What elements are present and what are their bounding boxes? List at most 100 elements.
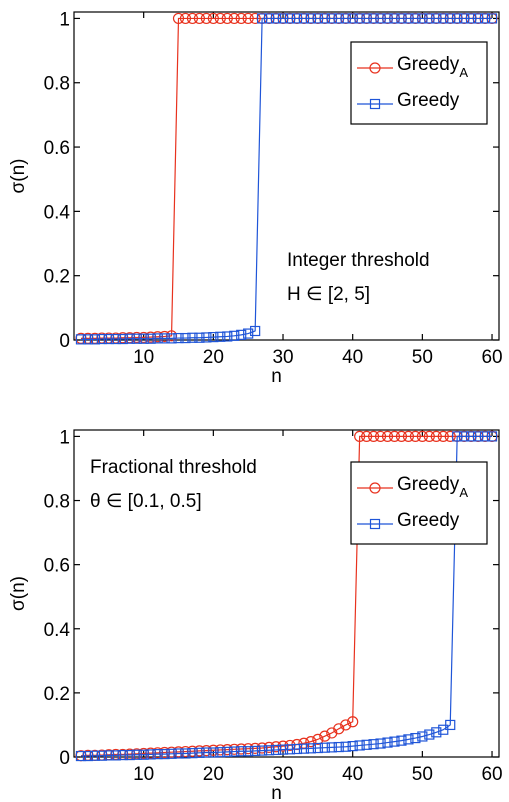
data-point-circle xyxy=(381,430,394,443)
x-tick-label: 20 xyxy=(203,347,224,368)
data-point-square xyxy=(479,13,491,24)
data-point-square xyxy=(229,330,240,341)
data-point-square xyxy=(180,748,191,759)
legend-label-main: Greedy xyxy=(397,474,460,495)
data-point-square xyxy=(389,736,400,747)
data-point-square xyxy=(382,737,393,748)
x-tick-label: 60 xyxy=(481,347,502,368)
data-point-square xyxy=(124,749,135,761)
data-point-circle xyxy=(430,430,442,443)
data-point-square xyxy=(201,332,212,343)
y-tick-label: 0.2 xyxy=(44,267,70,288)
data-point-square xyxy=(326,13,337,24)
data-point-square xyxy=(361,13,372,24)
data-point-square xyxy=(298,743,310,754)
data-point-square xyxy=(159,333,170,344)
data-point-square xyxy=(410,13,421,24)
data-point-square xyxy=(270,13,282,24)
data-point-circle xyxy=(214,12,226,25)
data-point-square xyxy=(110,750,121,761)
legend-label: Greedy xyxy=(397,90,460,111)
legend-label-subscript: A xyxy=(459,485,468,500)
y-tick-label: 1 xyxy=(59,9,70,30)
data-point-square xyxy=(472,431,484,442)
data-point-circle xyxy=(193,12,206,25)
legend-label-main: Greedy xyxy=(397,510,460,531)
data-point-square xyxy=(236,329,247,340)
data-point-circle xyxy=(312,733,324,745)
data-point-square xyxy=(263,13,275,24)
data-point-square xyxy=(103,750,114,761)
data-point-circle xyxy=(402,430,415,443)
annotation-text: Fractional threshold xyxy=(90,457,257,478)
data-point-square xyxy=(403,13,414,24)
data-point-square xyxy=(277,744,289,755)
x-tick-label: 50 xyxy=(412,764,433,785)
y-tick-label: 0 xyxy=(59,748,70,769)
data-point-square xyxy=(194,747,205,758)
plot-frame xyxy=(73,429,500,758)
data-point-square xyxy=(340,741,351,752)
data-point-square xyxy=(396,13,407,24)
data-point-square xyxy=(361,739,372,750)
data-point-circle xyxy=(172,12,185,25)
data-point-square xyxy=(159,749,170,760)
data-point-circle xyxy=(242,12,254,25)
data-point-square xyxy=(145,749,156,760)
data-point-square xyxy=(194,332,205,343)
data-point-square xyxy=(89,334,101,345)
legend-label-main: Greedy xyxy=(397,54,460,75)
data-point-square xyxy=(131,749,142,760)
data-point-square xyxy=(222,331,233,342)
data-point-square xyxy=(82,334,94,345)
data-point-square xyxy=(298,13,310,24)
data-point-square xyxy=(410,732,421,744)
data-point-square xyxy=(417,13,428,24)
data-point-square xyxy=(305,743,316,754)
plot-frame xyxy=(73,11,500,341)
data-point-circle xyxy=(388,430,401,443)
data-point-square xyxy=(333,741,344,753)
data-point-square xyxy=(347,740,358,752)
data-point-square xyxy=(333,13,344,24)
data-point-circle xyxy=(369,482,381,494)
data-point-square xyxy=(312,13,323,24)
data-point-square xyxy=(250,325,261,337)
data-point-circle xyxy=(354,430,366,443)
data-point-square xyxy=(312,742,323,754)
data-point-square xyxy=(445,13,456,24)
data-point-square xyxy=(124,333,135,344)
data-point-square xyxy=(417,731,428,742)
data-point-square xyxy=(424,729,435,740)
data-point-square xyxy=(479,431,491,442)
data-point-square xyxy=(152,749,163,760)
data-point-square xyxy=(250,745,261,757)
data-point-square xyxy=(347,13,358,24)
data-point-square xyxy=(145,333,156,344)
data-point-circle xyxy=(305,736,317,748)
annotation-text: H ∈ [2, 5] xyxy=(287,284,370,305)
data-point-square xyxy=(75,334,87,345)
data-point-circle xyxy=(395,430,408,443)
data-point-square xyxy=(263,745,275,756)
data-point-square xyxy=(326,742,337,753)
x-tick-label: 30 xyxy=(272,347,293,368)
data-point-square xyxy=(340,13,351,24)
data-point-square xyxy=(354,740,365,751)
data-point-square xyxy=(368,13,379,24)
annotation-text: Integer threshold xyxy=(287,250,430,271)
data-point-square xyxy=(152,333,163,344)
data-point-square xyxy=(375,738,386,749)
data-point-square xyxy=(257,13,268,24)
data-point-circle xyxy=(361,430,373,443)
data-point-square xyxy=(291,13,303,24)
legend-label-main: Greedy xyxy=(397,90,460,111)
data-point-square xyxy=(452,431,463,442)
x-tick-label: 10 xyxy=(133,764,154,785)
data-point-square xyxy=(257,745,268,756)
y-tick-label: 0.6 xyxy=(44,556,70,577)
y-tick-label: 0.2 xyxy=(44,684,70,705)
x-tick-label: 20 xyxy=(203,764,224,785)
data-point-square xyxy=(138,333,149,344)
legend-label: GreedyA xyxy=(397,54,468,80)
